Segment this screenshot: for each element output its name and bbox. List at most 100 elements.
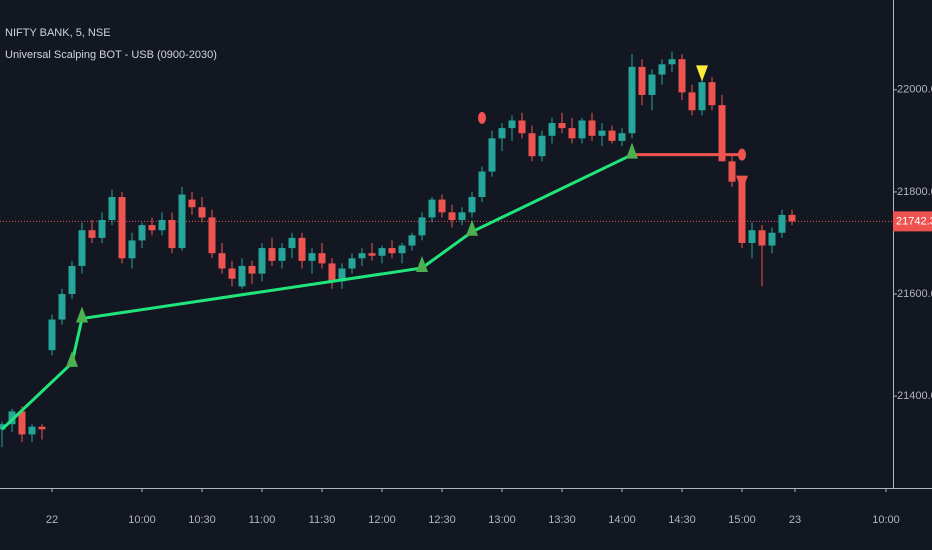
candle-body [568,128,576,139]
candle-body [678,59,686,93]
candle-body [318,253,326,264]
signal-dot [738,148,746,161]
x-tick-label: 15:00 [728,514,756,526]
candle-body [28,426,36,435]
candle-body [628,66,636,134]
sell-signal [696,65,708,82]
y-tick-label: 21800.00 [897,186,932,198]
candle-body [188,199,196,208]
candle-body [18,411,26,435]
signal-dot [478,111,486,124]
x-tick-label: 11:00 [249,514,276,526]
candle-body [308,253,316,261]
candle-body [498,128,506,139]
candle-body [158,220,166,231]
x-tick-label: 13:00 [488,514,516,526]
x-tick-label: 10:00 [872,514,900,526]
candle-body [38,426,46,430]
candle-body [688,92,696,111]
candle-body [698,82,706,111]
candle-body [288,237,296,249]
candle-body [588,120,596,136]
candle-body [348,258,356,269]
x-tick-label: 22 [46,514,58,526]
candle-body [328,263,336,282]
candle-body [768,232,776,246]
candle-body [358,253,366,259]
candle-body [248,265,256,274]
x-tick-label: 10:30 [188,514,216,526]
candle-body [48,319,56,351]
buy-signal [626,142,638,159]
candle-body [558,123,566,129]
sell-signal [736,175,748,192]
candle-body [268,248,276,261]
candle-body [718,105,726,162]
candle-body [708,82,716,106]
x-tick-label: 14:00 [608,514,636,526]
candle-body [138,225,146,241]
x-tick-label: 11:30 [309,514,336,526]
candle-body [488,138,496,172]
buy-signal [466,219,478,236]
candle-body [618,133,626,141]
buy-signal [416,255,428,272]
candle-body [758,230,766,246]
candle-body [118,197,126,259]
last-price-label: 21742.30 [896,215,932,227]
candle-body [178,194,186,249]
x-tick-label: 12:00 [368,514,396,526]
candle-body [148,225,156,231]
candle-body [598,130,606,136]
candle-body [638,66,646,95]
candle-body [658,64,666,75]
candle-body [538,135,546,157]
candle-body [58,294,66,320]
candle-body [648,74,656,95]
candle-body [528,133,536,157]
y-tick-label: 22000.00 [897,84,932,96]
trail-line [0,153,633,431]
candle-body [378,248,386,256]
x-tick-label: 23 [789,514,801,526]
y-tick-label: 21400.00 [897,390,932,402]
candle-body [508,120,516,129]
candle-body [788,214,796,222]
candle-body [668,59,676,65]
candle-body [518,120,526,134]
candle-body [108,197,116,221]
candle-body [778,214,786,233]
candle-body [68,265,76,295]
x-tick-label: 12:30 [428,514,456,526]
candle-body [258,248,266,274]
candle-body [128,240,136,259]
candle-body [448,212,456,221]
candle-body [748,230,756,243]
candle-body [168,220,176,249]
candle-body [238,265,246,287]
candle-body [78,230,86,266]
candle-body [278,248,286,261]
candle-body [608,130,616,141]
candle-body [478,171,486,198]
buy-signal [66,350,78,367]
x-tick-label: 10:00 [128,514,156,526]
candle-body [408,235,416,246]
candle-body [548,123,556,136]
candle-body [338,268,346,282]
candle-body [398,245,406,254]
candle-body [98,220,106,238]
candle-body [418,217,426,236]
candle-body [368,253,376,256]
candle-body [88,230,96,238]
candle-body [218,253,226,269]
candle-body [738,181,746,243]
candle-body [228,268,236,279]
candle-body [468,197,476,213]
candle-body [298,237,306,261]
y-tick-label: 21600.00 [897,288,932,300]
candle-body [458,212,466,221]
